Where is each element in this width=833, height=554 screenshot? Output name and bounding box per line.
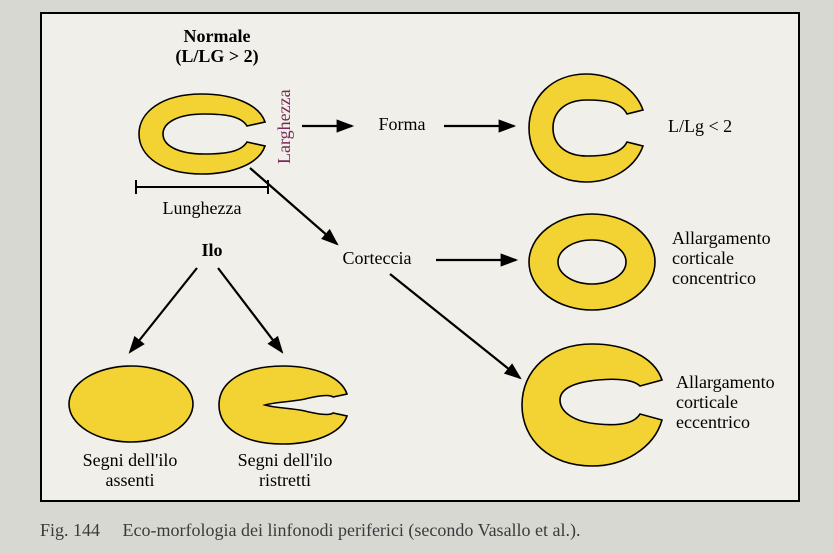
label-absent-1: Segni dell'ilo	[60, 450, 200, 471]
label-ilo: Ilo	[182, 240, 242, 261]
arrow-ilo-left	[112, 264, 212, 364]
label-conc-3: concentrico	[672, 268, 802, 289]
label-normal-title: Normale	[152, 26, 282, 47]
label-ecc-3: eccentrico	[676, 412, 806, 433]
label-ratio: L/Lg < 2	[668, 116, 778, 137]
figure-number: Fig. 144	[40, 520, 100, 540]
shape-round	[527, 72, 645, 184]
arrow-corteccia-ring	[434, 252, 524, 268]
shape-hilum-absent	[67, 364, 195, 444]
label-ecc-1: Allargamento	[676, 372, 806, 393]
figure-caption: Fig. 144 Eco-morfologia dei linfonodi pe…	[40, 520, 581, 541]
label-conc-2: corticale	[672, 248, 802, 269]
shape-eccentric	[520, 342, 664, 468]
label-narrow-1: Segni dell'ilo	[210, 450, 360, 471]
label-conc-1: Allargamento	[672, 228, 802, 249]
label-ecc-2: corticale	[676, 392, 806, 413]
diagram-frame: Normale (L/LG > 2) Larghezza Lunghezza I…	[40, 12, 800, 502]
arrow-ilo-right	[212, 264, 312, 364]
shape-ring	[527, 212, 657, 312]
figure-caption-text: Eco-morfologia dei linfonodi periferici …	[123, 520, 581, 540]
arrow-corteccia-ecc	[382, 270, 532, 390]
label-narrow-2: ristretti	[210, 470, 360, 491]
label-normal-sub: (L/LG > 2)	[152, 46, 282, 67]
arrow-forma-left	[300, 118, 360, 134]
arrow-corteccia-diag	[242, 164, 352, 254]
label-absent-2: assenti	[60, 470, 200, 491]
arrow-forma-right	[442, 118, 522, 134]
shape-hilum-narrow	[217, 364, 349, 446]
label-forma: Forma	[362, 114, 442, 135]
